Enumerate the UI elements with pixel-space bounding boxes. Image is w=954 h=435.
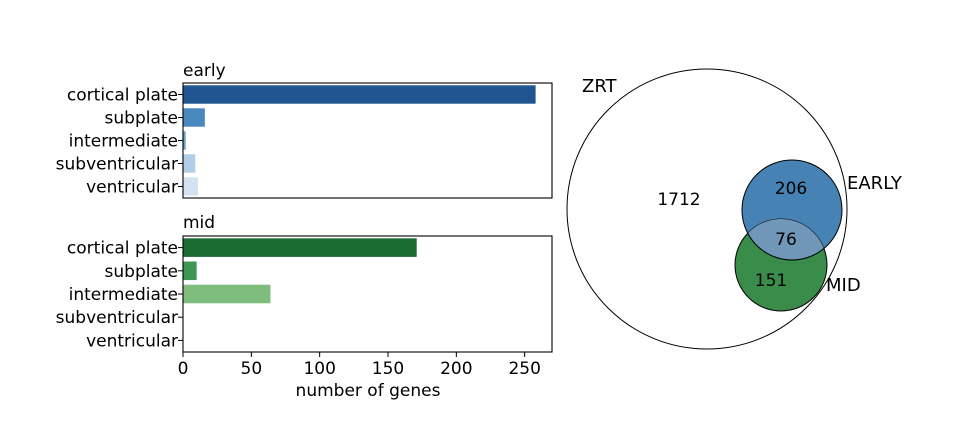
mid-category-label: cortical plate: [67, 239, 178, 259]
early-category-label: subplate: [105, 109, 178, 129]
early-category-label: intermediate: [69, 132, 178, 152]
x-tick-label: 200: [440, 359, 472, 379]
x-axis-label: number of genes: [296, 381, 441, 401]
mid-category-label: subplate: [105, 262, 178, 282]
venn-label-early: EARLY: [847, 173, 903, 194]
mid-bar-panel: mid cortical plate subplate intermediate su…: [56, 213, 553, 401]
x-tick-label: 250: [508, 359, 540, 379]
x-tick-label: 50: [241, 359, 263, 379]
early-category-label: ventricular: [86, 178, 178, 198]
early-panel-title: early: [183, 61, 226, 81]
mid-category-label: subventricular: [56, 308, 178, 328]
mid-category-label: ventricular: [86, 331, 178, 351]
x-tick-label: 150: [372, 359, 404, 379]
early-bar-subventricular: [183, 154, 196, 173]
venn-count-zrt-only: 1712: [657, 190, 700, 210]
mid-category-label: intermediate: [69, 285, 178, 305]
mid-plot-frame: [182, 235, 553, 353]
venn-label-zrt: ZRT: [582, 76, 618, 97]
mid-bar-intermediate: [183, 284, 271, 304]
mid-bar-cortical-plate: [183, 238, 417, 257]
x-tick-label: 100: [303, 359, 335, 379]
venn-count-mid-only: 151: [755, 271, 787, 291]
venn-diagram: ZRT EARLY MID 1712 206 76 151: [566, 68, 903, 350]
venn-count-early-mid: 76: [775, 230, 797, 250]
mid-bar-subplate: [183, 261, 197, 281]
early-bar-intermediate: [183, 131, 186, 150]
venn-count-early-only: 206: [775, 179, 807, 199]
early-category-label: subventricular: [56, 155, 178, 175]
early-bar-subplate: [183, 108, 205, 127]
venn-label-mid: MID: [826, 275, 861, 296]
early-plot-frame: [182, 82, 553, 199]
x-tick-label: 0: [178, 359, 189, 379]
early-category-label: cortical plate: [67, 86, 178, 106]
early-bar-ventricular: [183, 177, 199, 196]
early-bar-cortical-plate: [183, 85, 536, 104]
mid-panel-title: mid: [183, 213, 215, 233]
early-bar-panel: early cortical plate subplate intermediate…: [56, 61, 553, 199]
